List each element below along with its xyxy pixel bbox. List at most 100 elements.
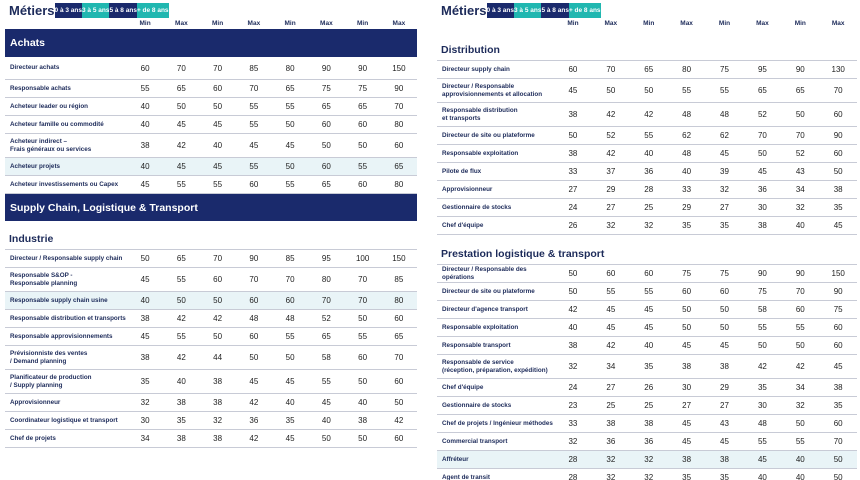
table-row: Acheteur projets 40 45 45 55 50 60 55 65 xyxy=(5,158,417,176)
table-row: Affréteur 28 32 32 38 38 45 40 50 xyxy=(437,451,857,469)
band-header-row: Métiers 0 à 3 ans 3 à 5 ans 5 à 8 ans + de 8… xyxy=(437,3,857,18)
table-row: Responsable transport 38 42 40 45 45 50 50 60 xyxy=(437,337,857,355)
max-salary-cell: 60 xyxy=(321,120,331,129)
max-salary-cell: 60 xyxy=(394,434,404,443)
min-salary-cell: 60 xyxy=(795,305,805,314)
min-salary-cell: 32 xyxy=(568,437,578,446)
max-header: Max xyxy=(604,20,618,27)
max-salary-cell: 30 xyxy=(757,203,767,212)
max-salary-cell: 36 xyxy=(757,185,767,194)
max-salary-cell: 48 xyxy=(757,419,767,428)
max-salary-cell: 55 xyxy=(176,332,186,341)
table-row: Responsable exploitation 38 42 40 48 45 50 52 60 xyxy=(437,145,857,163)
max-salary-cell: 42 xyxy=(606,149,616,158)
min-salary-cell: 40 xyxy=(795,473,805,480)
min-salary-cell: 65 xyxy=(358,102,368,111)
min-salary-cell: 38 xyxy=(568,149,578,158)
job-title: Responsable supply chain usine xyxy=(10,296,108,304)
min-salary-cell: 70 xyxy=(358,275,368,284)
table-row: Responsable distribution et transports 38… xyxy=(5,310,417,328)
min-salary-cell: 26 xyxy=(568,221,578,230)
min-salary-cell: 43 xyxy=(795,167,805,176)
max-salary-cell: 75 xyxy=(682,269,692,278)
table-row: Acheteur famille ou commodité 40 45 45 55 50 6… xyxy=(5,116,417,134)
header-spacer xyxy=(437,18,554,29)
max-salary-cell: 36 xyxy=(249,416,259,425)
table-row: Responsable de service (réception, prépar… xyxy=(437,355,857,379)
max-salary-cell: 65 xyxy=(321,180,331,189)
min-salary-cell: 32 xyxy=(644,473,654,480)
min-header: Min xyxy=(212,20,224,27)
table-row: Coordinateur logistique et transport 30 35… xyxy=(5,412,417,430)
max-salary-cell: 55 xyxy=(249,120,259,129)
min-salary-cell: 40 xyxy=(140,102,150,111)
max-salary-cell: 55 xyxy=(321,377,331,386)
min-salary-cell: 70 xyxy=(285,275,295,284)
min-salary-cell: 40 xyxy=(358,398,368,407)
max-salary-cell: 48 xyxy=(682,149,692,158)
max-salary-cell: 50 xyxy=(757,149,767,158)
band-5-a-8-ans: 5 à 8 ans xyxy=(541,3,569,18)
table-row: Acheteur leader ou région 40 50 50 55 55 65 65 7… xyxy=(5,98,417,116)
max-salary-cell: 60 xyxy=(682,287,692,296)
max-salary-cell: 60 xyxy=(833,110,843,119)
max-salary-cell: 80 xyxy=(394,120,404,129)
min-salary-cell: 40 xyxy=(568,323,578,332)
max-salary-cell: 55 xyxy=(176,275,186,284)
max-salary-cell: 40 xyxy=(757,473,767,480)
min-salary-cell: 50 xyxy=(285,162,295,171)
min-salary-cell: 28 xyxy=(568,455,578,464)
min-salary-cell: 60 xyxy=(358,120,368,129)
band-3-a-5-ans: 3 à 5 ans xyxy=(82,3,110,18)
min-salary-cell: 50 xyxy=(213,332,223,341)
min-salary-cell: 35 xyxy=(644,362,654,371)
job-title: Responsable achats xyxy=(10,84,71,92)
min-salary-cell: 55 xyxy=(720,86,729,95)
max-salary-cell: 50 xyxy=(833,473,843,480)
job-title: Responsable exploitation xyxy=(442,149,519,157)
min-salary-cell: 34 xyxy=(795,383,805,392)
job-title: Acheteur leader ou région xyxy=(10,102,89,110)
min-salary-cell: 40 xyxy=(285,398,295,407)
min-salary-cell: 50 xyxy=(568,131,578,140)
max-salary-cell: 45 xyxy=(833,362,843,371)
min-salary-cell: 45 xyxy=(285,141,295,150)
min-salary-cell: 50 xyxy=(358,434,368,443)
max-salary-cell: 65 xyxy=(394,332,404,341)
min-salary-cell: 38 xyxy=(358,416,368,425)
min-salary-cell: 45 xyxy=(644,305,654,314)
min-max-header-row: Min Max Min Max Min Max Min Max xyxy=(437,18,857,29)
min-salary-cell: 45 xyxy=(720,149,729,158)
max-salary-cell: 70 xyxy=(833,86,843,95)
job-title: Acheteur indirect – Frais généraux ou ser… xyxy=(10,137,92,153)
max-salary-cell: 35 xyxy=(833,203,843,212)
max-salary-cell: 70 xyxy=(606,65,616,74)
max-salary-cell: 27 xyxy=(606,203,616,212)
min-salary-cell: 60 xyxy=(644,269,654,278)
max-salary-cell: 35 xyxy=(833,401,843,410)
min-salary-cell: 27 xyxy=(720,401,729,410)
min-salary-cell: 36 xyxy=(644,167,654,176)
job-title: Directeur de site ou plateforme xyxy=(442,131,535,139)
job-title: Responsable distribution et transports xyxy=(10,314,126,322)
band-de-8-ans: + de 8 ans xyxy=(136,3,169,18)
page-title: Métiers xyxy=(441,3,487,18)
max-salary-cell: 55 xyxy=(249,162,259,171)
max-salary-cell: 38 xyxy=(833,383,843,392)
max-salary-cell: 27 xyxy=(682,401,692,410)
max-salary-cell: 27 xyxy=(606,383,616,392)
min-header: Min xyxy=(718,20,731,27)
max-header: Max xyxy=(831,20,845,27)
table-row: Gestionnaire de stocks 24 27 25 29 27 30 32 35 xyxy=(437,199,857,217)
max-salary-cell: 70 xyxy=(249,275,259,284)
min-salary-cell: 50 xyxy=(358,377,368,386)
min-salary-cell: 40 xyxy=(644,341,654,350)
min-salary-cell: 90 xyxy=(358,63,368,73)
max-salary-cell: 50 xyxy=(249,353,259,362)
min-salary-cell: 60 xyxy=(213,84,223,93)
max-header: Max xyxy=(756,20,769,27)
max-salary-cell: 38 xyxy=(176,434,186,443)
min-salary-cell: 85 xyxy=(285,254,295,263)
min-salary-cell: 50 xyxy=(795,110,805,119)
min-salary-cell: 50 xyxy=(720,305,729,314)
